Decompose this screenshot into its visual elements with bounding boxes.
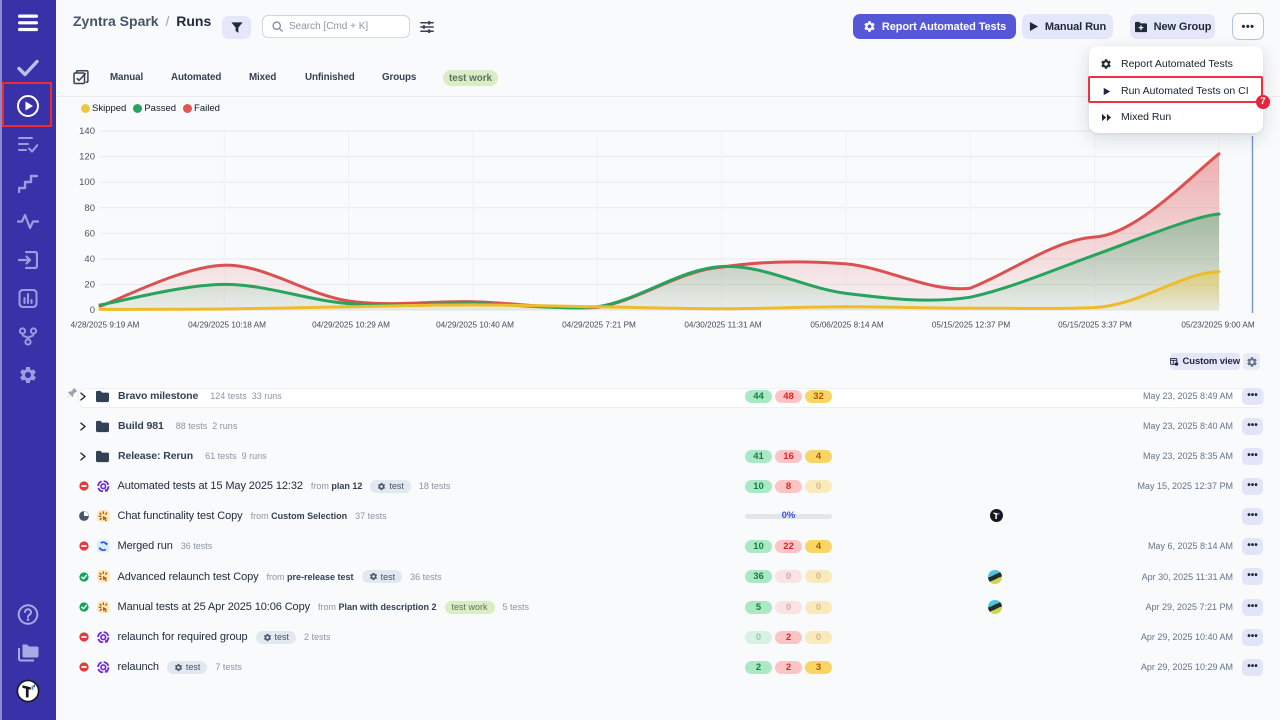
svg-text:60: 60: [84, 228, 95, 239]
svg-text:05/15/2025 12:37 PM: 05/15/2025 12:37 PM: [932, 321, 1010, 330]
svg-text:0: 0: [90, 305, 95, 316]
svg-text:04/30/2025 11:31 AM: 04/30/2025 11:31 AM: [684, 321, 761, 330]
svg-text:04/29/2025 10:40 AM: 04/29/2025 10:40 AM: [436, 321, 514, 330]
svg-text:100: 100: [79, 177, 95, 188]
svg-text:05/06/2025 8:14 AM: 05/06/2025 8:14 AM: [810, 321, 883, 330]
svg-text:4/28/2025 9:19 AM: 4/28/2025 9:19 AM: [71, 321, 140, 330]
svg-text:04/29/2025 7:21 PM: 04/29/2025 7:21 PM: [562, 321, 636, 330]
svg-text:80: 80: [84, 203, 95, 214]
svg-text:40: 40: [84, 254, 95, 265]
svg-text:140: 140: [79, 126, 95, 137]
svg-text:120: 120: [79, 152, 95, 163]
svg-text:04/29/2025 10:18 AM: 04/29/2025 10:18 AM: [188, 321, 266, 330]
svg-text:05/23/2025 9:00 AM: 05/23/2025 9:00 AM: [1181, 321, 1254, 330]
svg-text:20: 20: [84, 280, 95, 291]
svg-text:04/29/2025 10:29 AM: 04/29/2025 10:29 AM: [312, 321, 390, 330]
svg-text:05/15/2025 3:37 PM: 05/15/2025 3:37 PM: [1058, 321, 1132, 330]
